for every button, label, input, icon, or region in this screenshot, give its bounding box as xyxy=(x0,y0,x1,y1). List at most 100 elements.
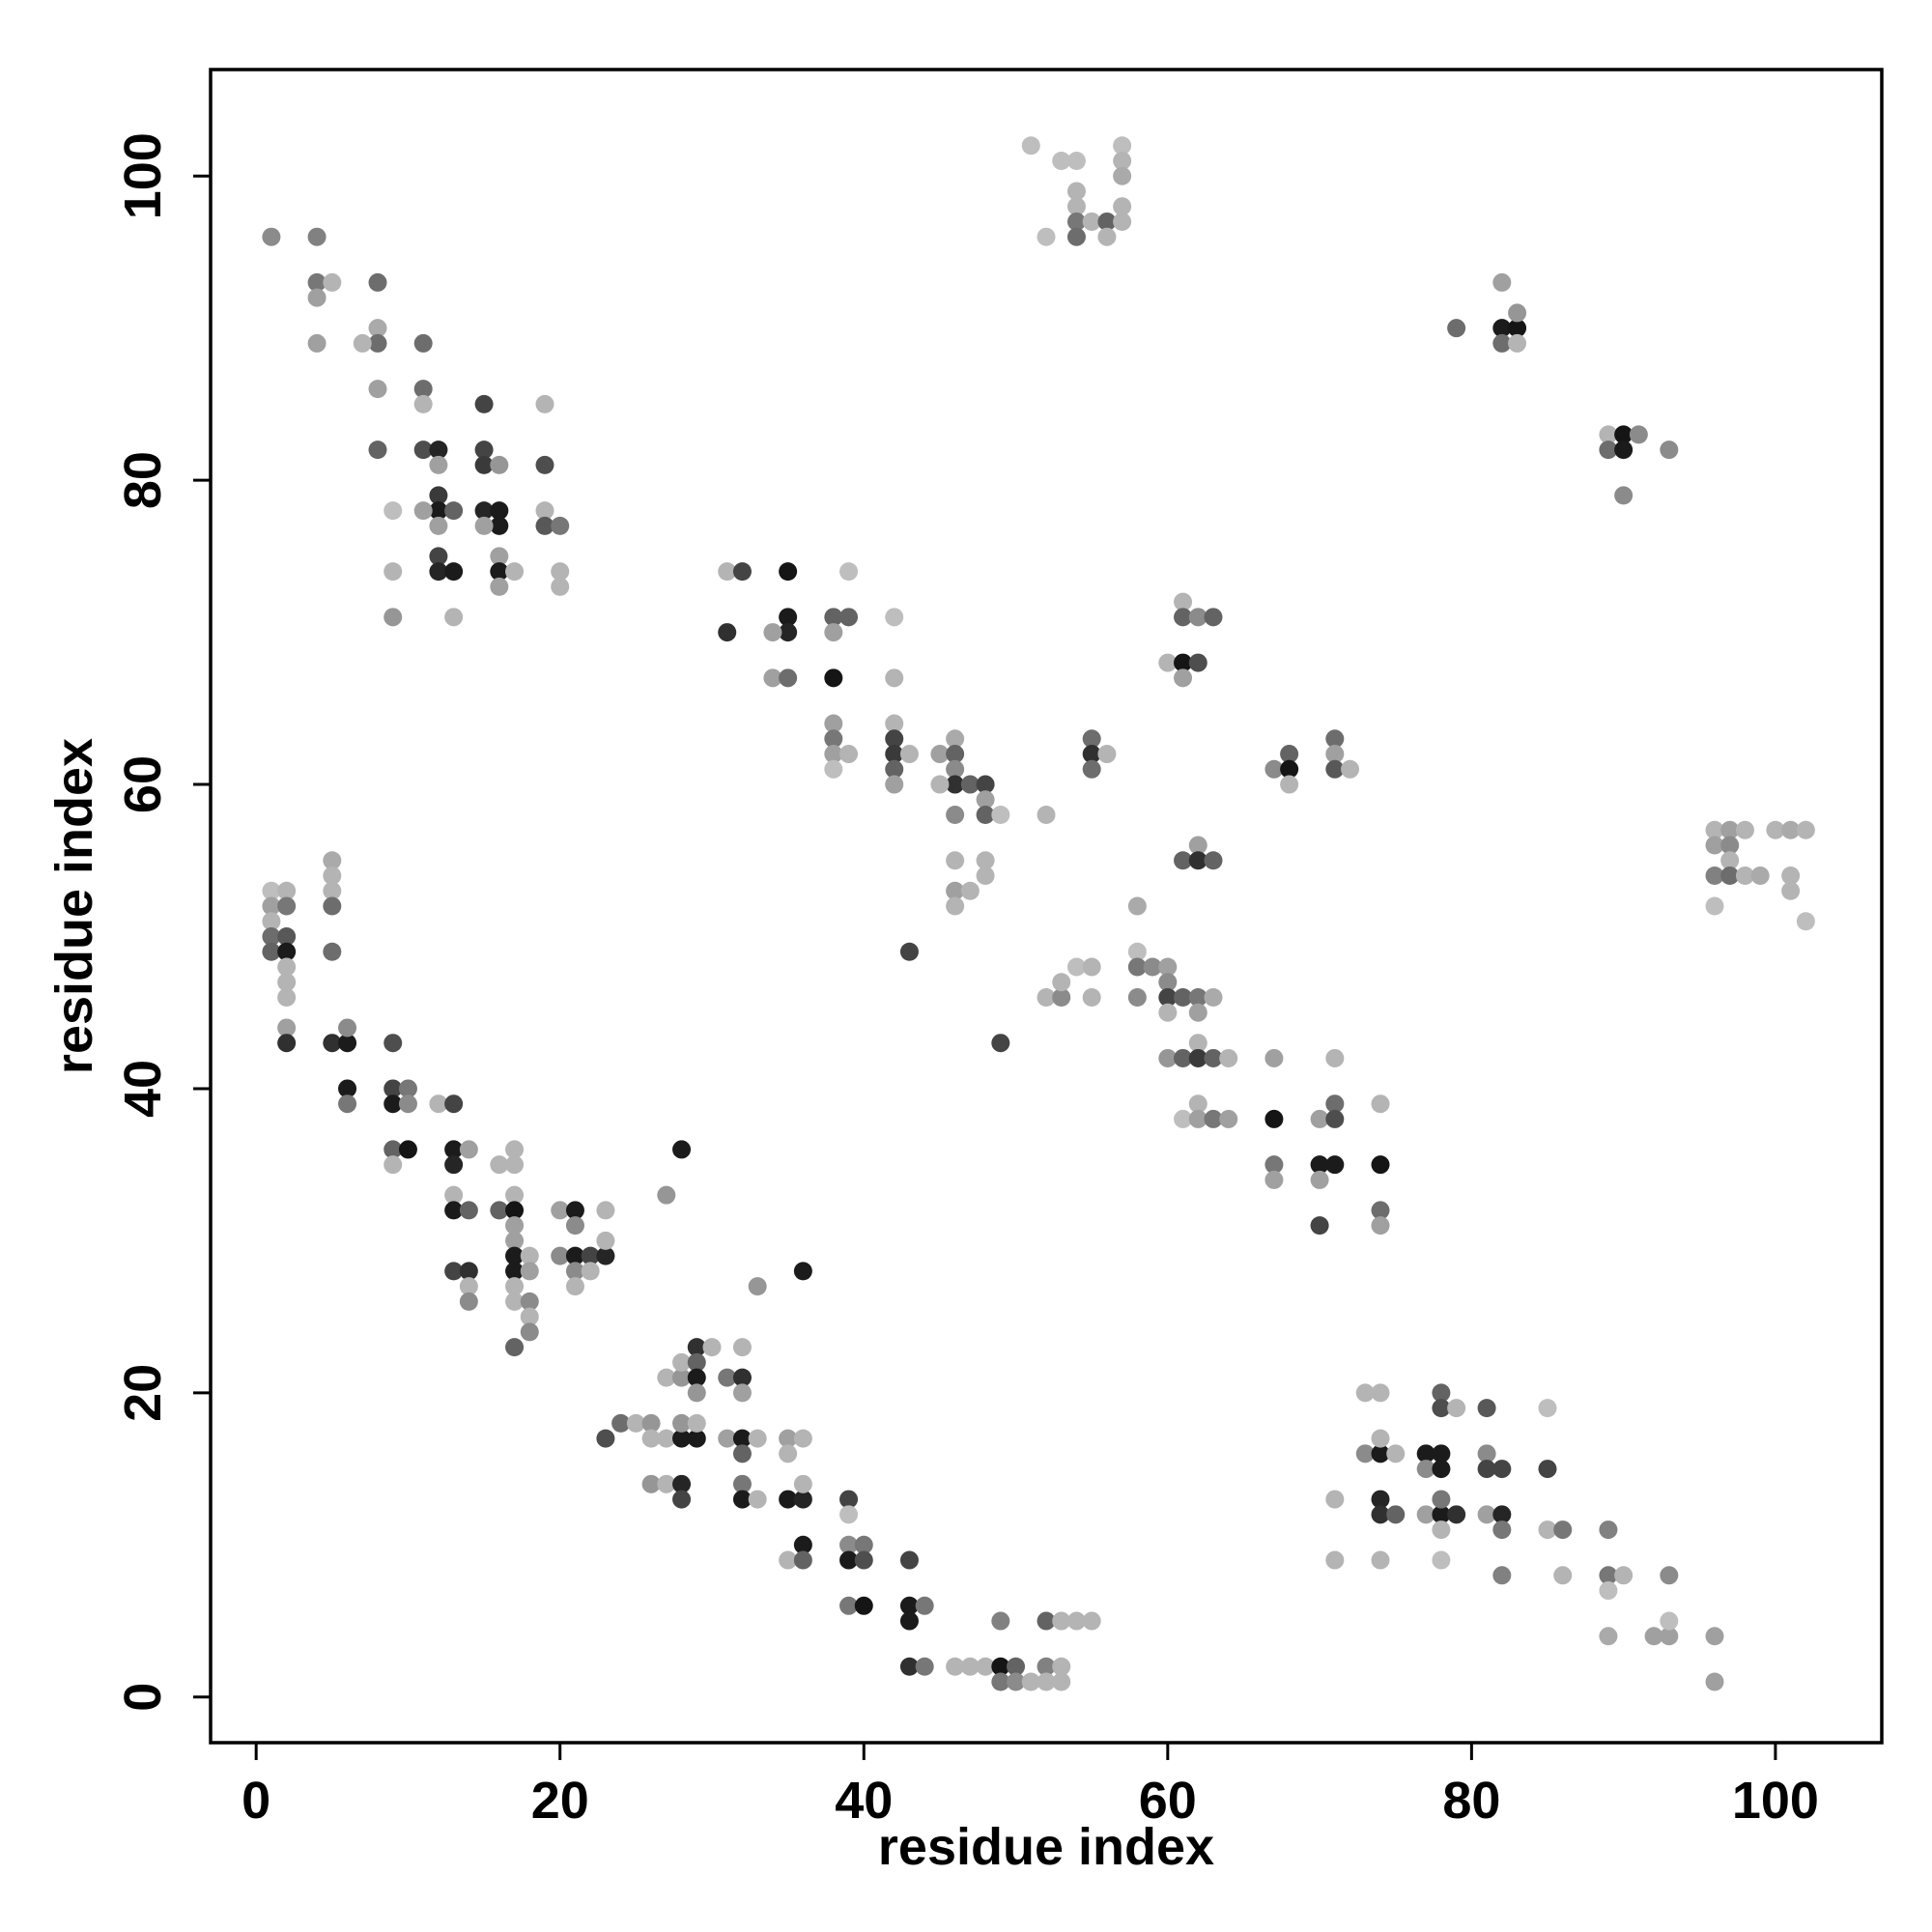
data-point xyxy=(1158,973,1178,992)
data-point xyxy=(1097,745,1117,764)
data-point xyxy=(1174,851,1193,870)
data-point xyxy=(1037,1611,1056,1631)
data-point xyxy=(490,501,509,521)
data-point xyxy=(277,973,297,992)
data-point xyxy=(824,608,843,627)
data-point xyxy=(505,1338,525,1357)
data-point xyxy=(565,1246,584,1265)
data-point xyxy=(1082,987,1101,1007)
data-point xyxy=(323,272,342,292)
data-point xyxy=(899,745,919,764)
data-point xyxy=(1355,1444,1375,1463)
data-point xyxy=(672,1474,692,1493)
data-point xyxy=(641,1413,661,1433)
data-point xyxy=(1325,745,1345,764)
data-point xyxy=(1174,1109,1193,1128)
plot-frame xyxy=(209,68,1884,1745)
data-point xyxy=(1097,227,1117,246)
data-point xyxy=(505,1262,525,1281)
data-point xyxy=(596,1231,615,1250)
data-point xyxy=(384,608,403,627)
data-point xyxy=(1599,425,1618,444)
y-axis-title: residue index xyxy=(45,738,103,1074)
data-point xyxy=(960,881,980,900)
y-tick-label: 0 xyxy=(114,1683,172,1712)
data-point xyxy=(779,608,798,627)
data-point xyxy=(763,668,782,688)
data-point xyxy=(1219,1048,1238,1067)
data-point xyxy=(1705,896,1724,916)
data-point xyxy=(429,562,448,582)
data-point xyxy=(1174,653,1193,672)
data-point xyxy=(262,926,281,946)
data-point xyxy=(1371,1094,1390,1114)
data-point xyxy=(1538,1460,1557,1479)
data-point xyxy=(687,1352,706,1372)
data-point xyxy=(444,1155,464,1175)
data-point xyxy=(718,623,737,642)
data-point xyxy=(1599,1627,1618,1646)
data-point xyxy=(899,1596,919,1615)
x-tick-label: 40 xyxy=(835,1772,893,1830)
data-point xyxy=(323,851,342,870)
data-point xyxy=(1614,425,1634,444)
data-point xyxy=(748,1490,767,1509)
data-point xyxy=(854,1596,873,1615)
data-point xyxy=(946,759,965,779)
data-point xyxy=(732,562,752,582)
data-point xyxy=(1766,820,1785,839)
data-point xyxy=(1325,1094,1345,1114)
data-point xyxy=(1325,1155,1345,1175)
data-point xyxy=(490,547,509,566)
data-point xyxy=(1796,912,1815,931)
data-point xyxy=(976,775,995,794)
data-point xyxy=(1082,212,1101,231)
data-point xyxy=(1325,729,1345,749)
data-point xyxy=(384,1094,403,1114)
data-point xyxy=(960,1657,980,1676)
data-point xyxy=(398,1094,417,1114)
data-point xyxy=(976,867,995,886)
data-point xyxy=(1021,136,1040,156)
data-point xyxy=(368,272,387,292)
data-point xyxy=(1052,973,1071,992)
data-point xyxy=(915,1596,934,1615)
data-point xyxy=(1219,1109,1238,1128)
data-point xyxy=(505,1185,525,1205)
data-point xyxy=(1750,867,1770,886)
data-point xyxy=(505,1140,525,1159)
data-point xyxy=(946,851,965,870)
data-point xyxy=(474,440,494,460)
data-point xyxy=(1037,227,1056,246)
data-point xyxy=(262,227,281,246)
data-point xyxy=(1416,1505,1435,1524)
data-point xyxy=(1204,987,1223,1007)
data-point xyxy=(459,1140,478,1159)
data-point xyxy=(490,562,509,582)
data-point xyxy=(991,1657,1010,1676)
data-point xyxy=(1188,1003,1208,1022)
data-point xyxy=(946,1657,965,1676)
data-point xyxy=(505,1277,525,1296)
data-point xyxy=(946,806,965,825)
data-point xyxy=(1174,592,1193,611)
data-point xyxy=(1508,333,1527,353)
data-point xyxy=(718,1368,737,1387)
data-point xyxy=(565,1262,584,1281)
data-point xyxy=(1781,820,1801,839)
data-point xyxy=(277,942,297,961)
data-point xyxy=(930,775,950,794)
data-point xyxy=(1188,1048,1208,1067)
data-point xyxy=(277,881,297,900)
data-point xyxy=(490,577,509,596)
data-point xyxy=(1432,1550,1451,1570)
data-point xyxy=(1432,1505,1451,1524)
data-point xyxy=(1781,881,1801,900)
data-point xyxy=(976,806,995,825)
data-point xyxy=(323,881,342,900)
data-point xyxy=(1660,1611,1679,1631)
data-point xyxy=(596,1201,615,1220)
data-point xyxy=(824,668,843,688)
data-point xyxy=(1037,1672,1056,1691)
data-point xyxy=(885,714,904,733)
